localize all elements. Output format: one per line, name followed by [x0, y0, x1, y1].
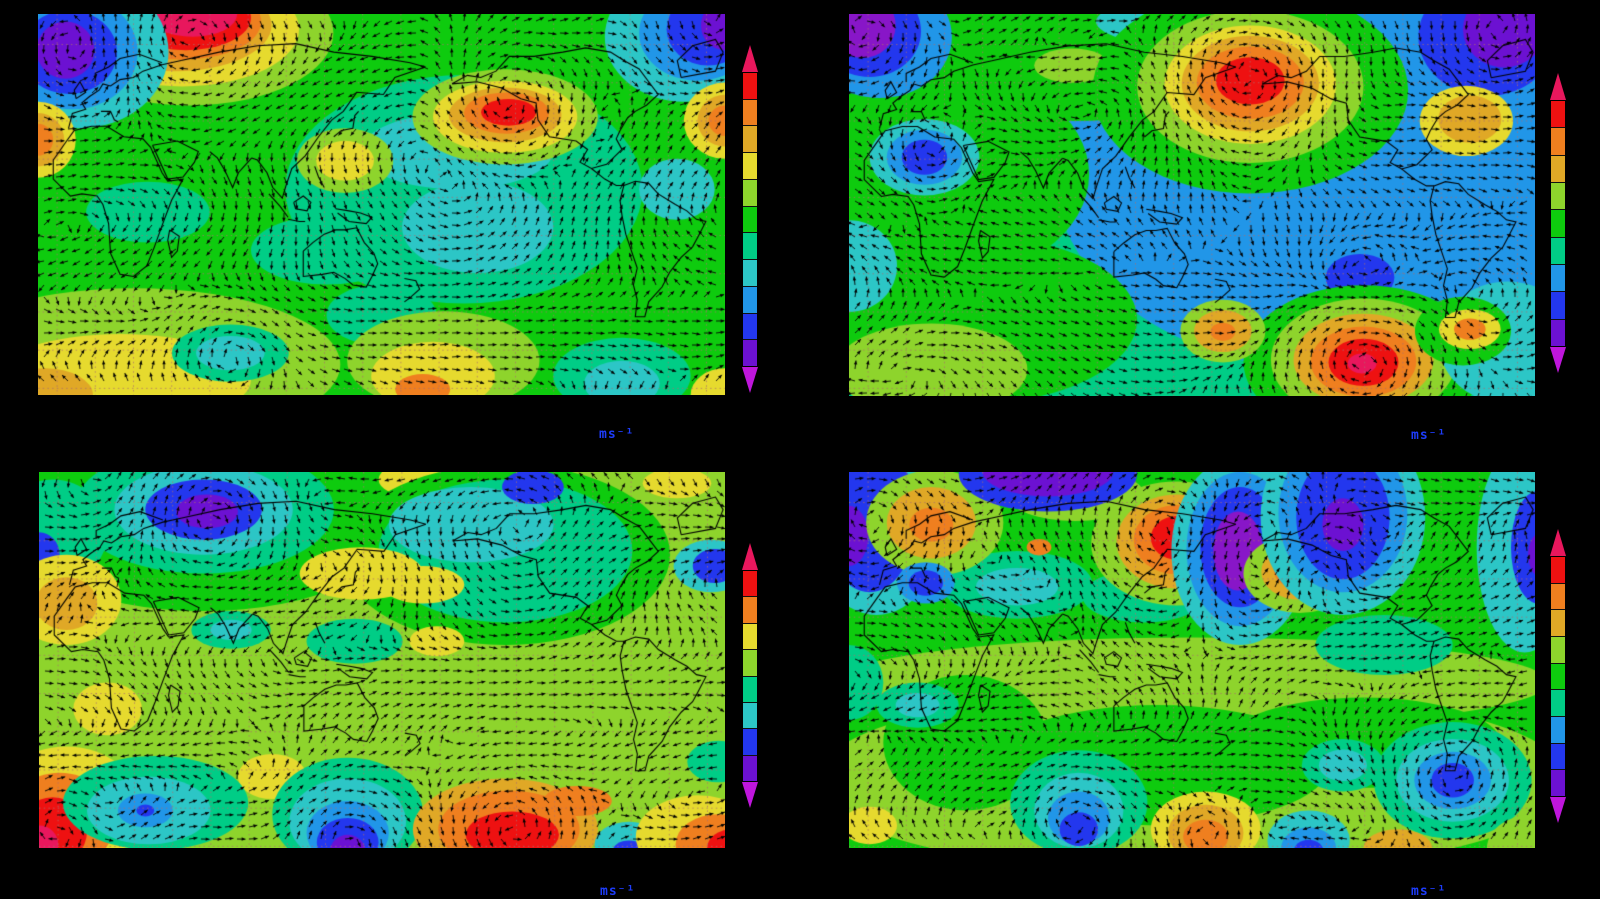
colorbar-segment	[1551, 582, 1565, 610]
colorbar-segment	[1551, 263, 1565, 292]
colorbar-scale	[1550, 100, 1566, 347]
colorbar-unit-label: ms⁻¹	[600, 884, 636, 899]
colorbar-segment	[743, 571, 757, 597]
colorbar-unit-label: ms⁻¹	[599, 427, 635, 442]
colorbar-segment	[743, 178, 757, 206]
colorbar-bottom-left	[742, 543, 758, 808]
wind-vector-map-bottom-right	[849, 472, 1535, 848]
colorbar-segment	[1551, 154, 1565, 182]
colorbar-segment	[743, 622, 757, 650]
colorbar-segment	[1551, 209, 1565, 237]
colorbar-down-arrow-icon	[1550, 797, 1566, 823]
colorbar-segment	[1551, 716, 1565, 743]
colorbar-segment	[743, 701, 757, 729]
colorbar-top-left	[742, 45, 758, 393]
colorbar-segment	[743, 232, 757, 260]
colorbar-segment	[743, 205, 757, 233]
colorbar-up-arrow-icon	[742, 543, 758, 570]
colorbar-segment	[743, 754, 757, 781]
colorbar-segment	[1551, 636, 1565, 663]
colorbar-scale	[1550, 556, 1566, 797]
colorbar-down-arrow-icon	[742, 782, 758, 808]
wind-vector-map-bottom-left	[39, 472, 725, 848]
colorbar-segment	[1551, 236, 1565, 264]
colorbar-down-arrow-icon	[742, 367, 758, 393]
colorbar-bottom-right	[1550, 529, 1566, 823]
colorbar-down-arrow-icon	[1550, 347, 1566, 373]
colorbar-segment	[743, 339, 757, 367]
colorbar-top-right	[1550, 73, 1566, 373]
colorbar-segment	[1551, 662, 1565, 690]
colorbar-segment	[1551, 689, 1565, 717]
colorbar-segment	[1551, 769, 1565, 797]
colorbar-scale	[742, 570, 758, 782]
colorbar-segment	[743, 675, 757, 702]
colorbar-segment	[743, 728, 757, 755]
colorbar-segment	[743, 312, 757, 340]
colorbar-segment	[1551, 609, 1565, 637]
colorbar-segment	[1551, 742, 1565, 770]
colorbar-segment	[1551, 318, 1565, 346]
colorbar-segment	[1551, 101, 1565, 128]
colorbar-segment	[743, 649, 757, 676]
colorbar-segment	[1551, 127, 1565, 155]
colorbar-segment	[743, 259, 757, 286]
colorbar-unit-label: ms⁻¹	[1411, 884, 1447, 899]
colorbar-segment	[1551, 557, 1565, 583]
colorbar-up-arrow-icon	[1550, 73, 1566, 100]
colorbar-segment	[1551, 181, 1565, 210]
wind-vector-map-top-right	[849, 14, 1535, 396]
colorbar-up-arrow-icon	[1550, 529, 1566, 556]
colorbar-up-arrow-icon	[742, 45, 758, 72]
colorbar-segment	[743, 285, 757, 313]
colorbar-unit-label: ms⁻¹	[1411, 428, 1447, 443]
colorbar-segment	[1551, 291, 1565, 319]
colorbar-scale	[742, 72, 758, 367]
colorbar-segment	[743, 125, 757, 153]
wind-vector-map-top-left	[38, 14, 725, 395]
colorbar-segment	[743, 596, 757, 623]
colorbar-segment	[743, 152, 757, 179]
colorbar-segment	[743, 73, 757, 99]
colorbar-segment	[743, 98, 757, 126]
